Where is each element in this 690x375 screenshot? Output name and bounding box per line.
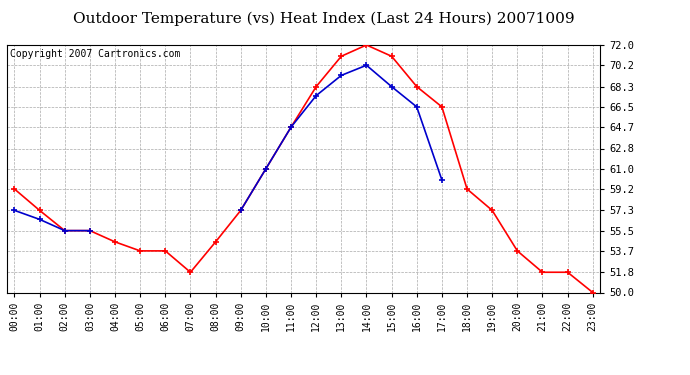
Text: Outdoor Temperature (vs) Heat Index (Last 24 Hours) 20071009: Outdoor Temperature (vs) Heat Index (Las… bbox=[74, 11, 575, 26]
Text: Copyright 2007 Cartronics.com: Copyright 2007 Cartronics.com bbox=[10, 49, 180, 59]
